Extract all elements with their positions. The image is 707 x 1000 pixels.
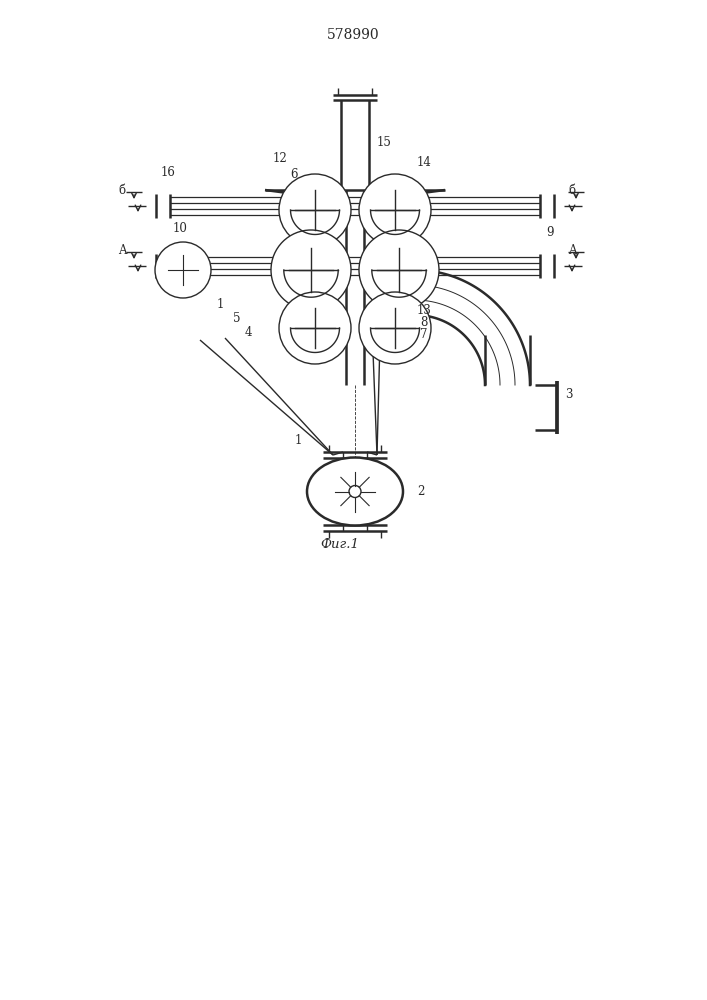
Text: 578990: 578990 [327, 28, 380, 42]
Circle shape [271, 230, 351, 310]
Circle shape [359, 292, 431, 364]
Text: 6: 6 [290, 168, 298, 182]
Text: 2: 2 [417, 485, 424, 498]
Text: 4: 4 [245, 326, 252, 338]
Circle shape [155, 242, 211, 298]
Text: 1: 1 [217, 298, 224, 312]
Text: 7: 7 [420, 328, 428, 340]
Text: б: б [118, 184, 125, 196]
Circle shape [349, 486, 361, 497]
Text: A: A [118, 243, 127, 256]
Text: 9: 9 [546, 226, 554, 238]
Text: 3: 3 [565, 388, 573, 401]
Text: Фиг.1: Фиг.1 [320, 538, 359, 552]
Ellipse shape [307, 458, 403, 526]
Circle shape [359, 230, 439, 310]
Text: 5: 5 [233, 312, 240, 324]
Text: 10: 10 [173, 222, 188, 234]
Circle shape [359, 174, 431, 246]
Text: 13: 13 [417, 304, 432, 316]
Text: 16: 16 [161, 165, 176, 178]
Text: 14: 14 [417, 155, 432, 168]
Circle shape [279, 292, 351, 364]
Text: б: б [568, 184, 575, 196]
Text: 1: 1 [295, 434, 303, 446]
Text: 12: 12 [273, 151, 288, 164]
Text: A: A [568, 243, 576, 256]
Text: 8: 8 [420, 316, 427, 328]
Text: 15: 15 [377, 135, 392, 148]
Circle shape [279, 174, 351, 246]
